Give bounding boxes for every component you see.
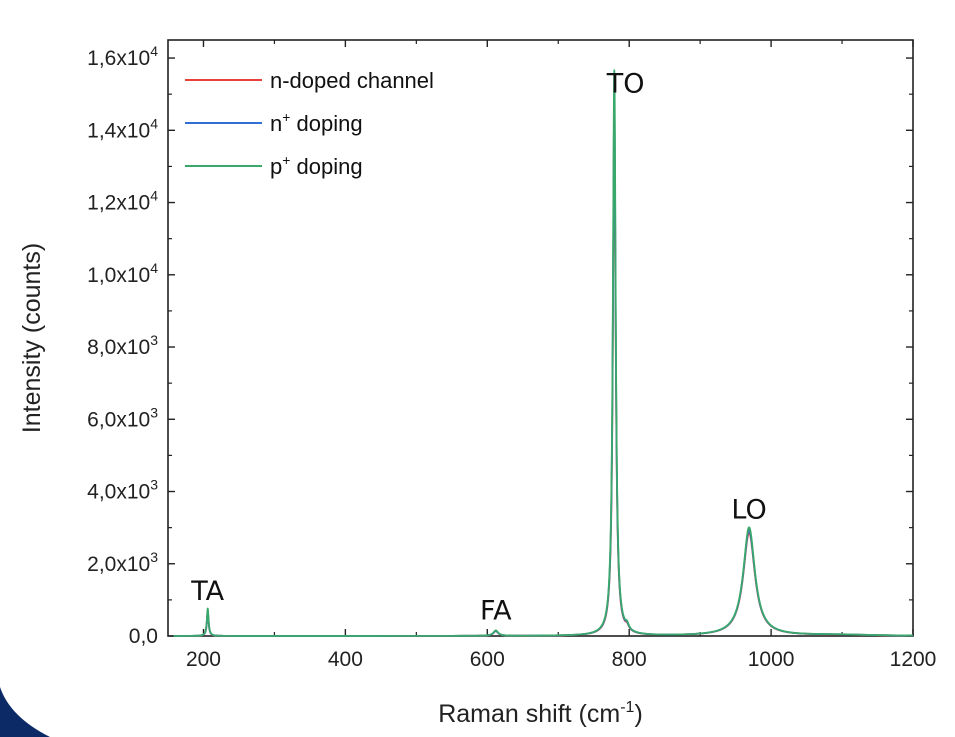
y-tick-mantissa: 1,6x10 bbox=[87, 47, 150, 70]
y-tick-mantissa: 6,0x10 bbox=[87, 408, 150, 431]
y-tick-mantissa: 1,4x10 bbox=[87, 119, 150, 142]
legend-label-tail: doping bbox=[290, 154, 362, 179]
y-tick-exponent: 3 bbox=[150, 477, 158, 493]
y-axis-title: Intensity (counts) bbox=[18, 243, 46, 433]
peak-label-ta: TA bbox=[190, 576, 224, 607]
y-tick-exponent: 4 bbox=[150, 188, 158, 204]
y-tick-label: 1,0x104 bbox=[87, 260, 158, 287]
y-tick-mantissa: 1,2x10 bbox=[87, 192, 150, 215]
y-tick-exponent: 4 bbox=[150, 43, 158, 59]
peak-label-fa: FA bbox=[480, 596, 512, 627]
x-tick-label: 1000 bbox=[748, 648, 795, 671]
legend-label-base: p bbox=[270, 154, 282, 179]
tick-labels: 200 400 600 800 1000 12000,02,0x1034,0x1036,0… bbox=[87, 43, 936, 671]
peak-annotations: TA FA TO LO bbox=[190, 68, 766, 626]
series-line-0 bbox=[172, 125, 914, 637]
x-axis-title-base: Raman shift (cm bbox=[438, 700, 620, 728]
x-tick-label: 1200 bbox=[890, 648, 937, 671]
y-tick-label: 1,2x104 bbox=[87, 188, 158, 215]
y-tick-label: 1,6x104 bbox=[87, 43, 158, 70]
legend-label: n-doped channel bbox=[270, 68, 434, 93]
y-tick-mantissa: 8,0x10 bbox=[87, 336, 150, 359]
x-axis-title-tail: ) bbox=[634, 700, 642, 728]
axis-titles: Raman shift (cm-1) Intensity (counts) bbox=[18, 243, 643, 728]
series-line-2 bbox=[172, 69, 914, 637]
y-tick-exponent: 3 bbox=[150, 404, 158, 420]
x-axis-title: Raman shift (cm-1) bbox=[438, 699, 643, 728]
peak-label-lo: LO bbox=[731, 495, 766, 526]
y-tick-mantissa: 4,0x10 bbox=[87, 481, 150, 504]
x-tick-label: 800 bbox=[612, 648, 647, 671]
legend-label: p+ doping bbox=[270, 152, 363, 179]
y-tick-label: 1,4x104 bbox=[87, 115, 158, 142]
y-tick-exponent: 4 bbox=[150, 115, 158, 131]
x-tick-label: 600 bbox=[470, 648, 505, 671]
corner-arc-shape bbox=[0, 687, 50, 737]
peak-label-to: TO bbox=[606, 68, 645, 99]
corner-decoration bbox=[0, 687, 50, 737]
y-tick-mantissa: 1,0x10 bbox=[87, 264, 150, 287]
y-tick-label: 2,0x103 bbox=[87, 549, 158, 576]
y-tick-label: 4,0x103 bbox=[87, 477, 158, 504]
series-line-1 bbox=[172, 100, 914, 637]
legend-label-sup: + bbox=[282, 152, 290, 168]
y-tick-label: 6,0x103 bbox=[87, 404, 158, 431]
legend-label-base: n bbox=[270, 111, 282, 136]
x-tick-label: 200 bbox=[186, 648, 221, 671]
y-tick-label: 0,0 bbox=[129, 625, 158, 648]
legend-label: n+ doping bbox=[270, 109, 363, 136]
legend-label-tail: doping bbox=[290, 111, 362, 136]
legend-label-sup: + bbox=[282, 109, 290, 125]
y-tick-exponent: 3 bbox=[150, 549, 158, 565]
x-tick-label: 400 bbox=[328, 648, 363, 671]
x-axis-title-sup: -1 bbox=[620, 699, 634, 716]
y-tick-mantissa: 2,0x10 bbox=[87, 553, 150, 576]
y-tick-label: 8,0x103 bbox=[87, 332, 158, 359]
y-tick-exponent: 4 bbox=[150, 260, 158, 276]
series-lines bbox=[172, 69, 914, 637]
y-tick-exponent: 3 bbox=[150, 332, 158, 348]
